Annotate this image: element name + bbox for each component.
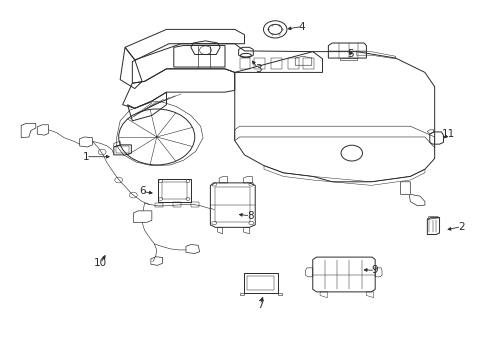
Bar <box>243 273 277 293</box>
Bar <box>271 58 282 69</box>
Bar <box>239 58 250 69</box>
Bar <box>161 182 186 199</box>
Bar <box>215 187 250 222</box>
Text: 11: 11 <box>441 129 454 139</box>
Bar <box>303 58 313 69</box>
Text: 10: 10 <box>94 258 107 268</box>
Text: 3: 3 <box>254 64 261 74</box>
Bar <box>158 179 190 202</box>
Text: 9: 9 <box>371 265 378 275</box>
Bar <box>247 276 273 291</box>
Bar <box>116 146 129 153</box>
Text: 6: 6 <box>139 186 145 197</box>
Text: 7: 7 <box>256 300 263 310</box>
Text: 4: 4 <box>298 22 305 32</box>
Text: 5: 5 <box>347 49 353 59</box>
Text: 2: 2 <box>457 222 464 231</box>
Bar <box>254 58 264 69</box>
Bar <box>288 58 299 69</box>
Text: 1: 1 <box>82 152 89 162</box>
Text: 8: 8 <box>246 211 253 221</box>
